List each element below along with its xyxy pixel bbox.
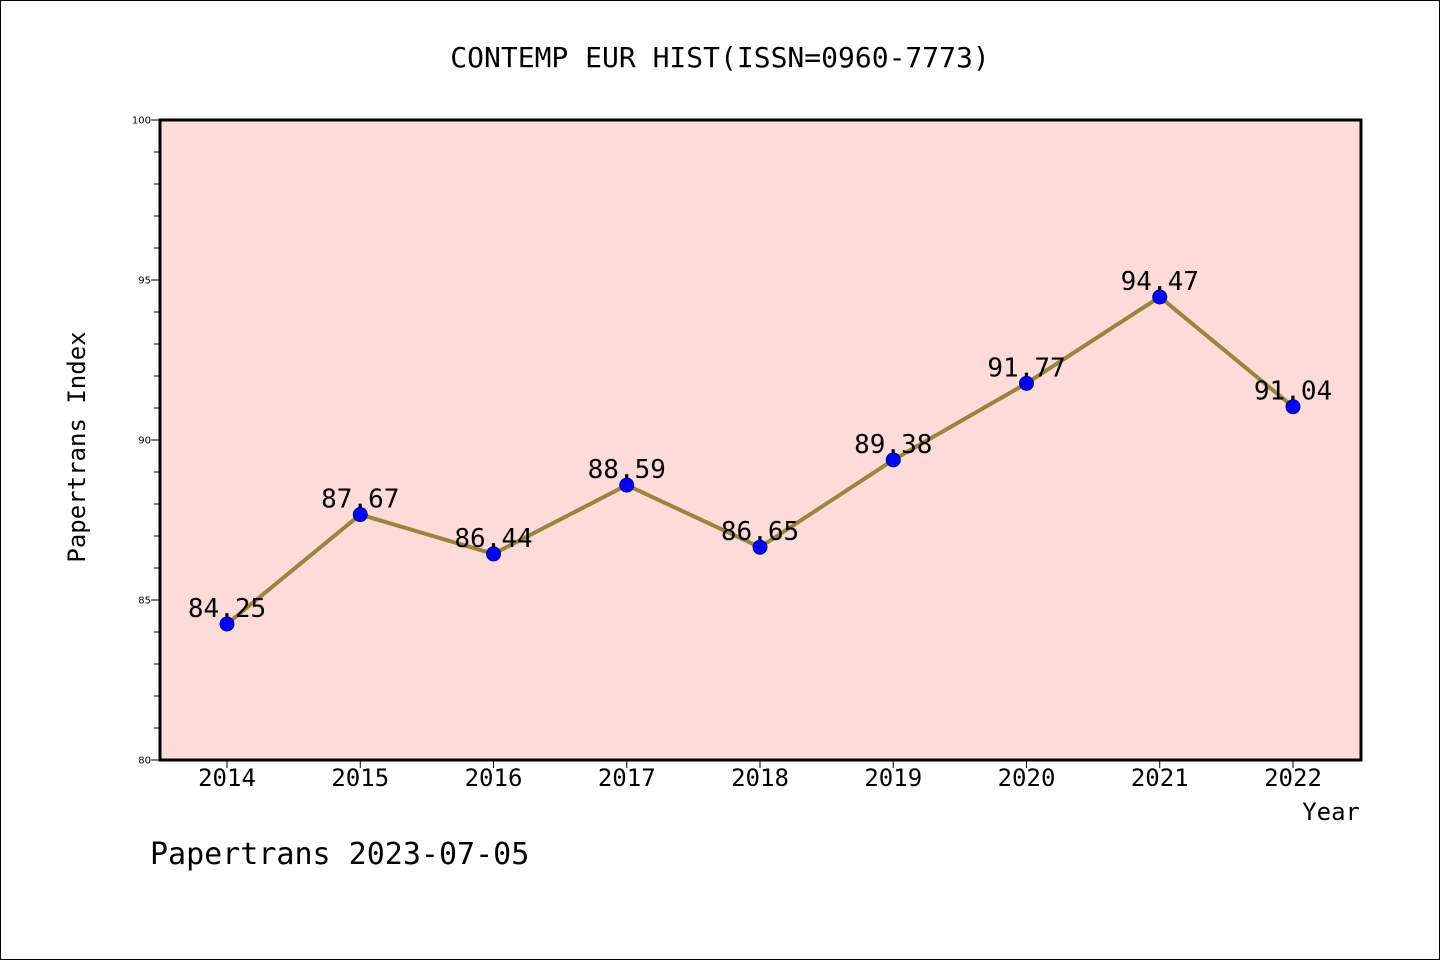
data-label: 94.47 (1121, 267, 1199, 297)
x-axis: 2014 2015 2016 2017 2018 2019 2020 2021 2022 (198, 760, 1322, 792)
x-tick-label: 2015 (331, 764, 389, 792)
data-label: 89.38 (854, 430, 932, 460)
plot-border (158, 118, 1363, 762)
data-label: 87.67 (321, 485, 399, 515)
data-points (219, 289, 1301, 632)
data-label: 86.44 (454, 524, 532, 554)
chart-title: CONTEMP EUR HIST(ISSN=0960-7773) (450, 41, 989, 74)
data-label: 88.59 (588, 455, 666, 485)
data-label: 86.65 (721, 517, 799, 547)
x-tick-label: 2014 (198, 764, 256, 792)
data-label: 91.04 (1254, 377, 1332, 407)
data-labels: 84.25 87.67 86.44 88.59 86.65 89.38 91.77 94.47… (188, 267, 1332, 624)
data-point (1285, 399, 1301, 415)
y-tick-label: 80 (138, 756, 151, 767)
data-point (619, 477, 635, 493)
y-tick-label: 100 (132, 116, 151, 127)
x-tick-label: 2021 (1131, 764, 1189, 792)
y-axis: 80 85 90 95 100 (132, 116, 160, 767)
data-point (752, 539, 768, 555)
x-tick-label: 2018 (731, 764, 789, 792)
y-axis-label: Papertrans Index (63, 331, 91, 562)
data-label: 91.77 (987, 353, 1065, 383)
data-point (486, 546, 501, 562)
x-tick-label: 2022 (1264, 764, 1322, 792)
y-tick-label: 85 (138, 596, 151, 607)
data-point (1152, 289, 1168, 305)
data-label: 84.25 (188, 594, 266, 624)
y-tick-label: 95 (138, 276, 151, 287)
data-point (885, 452, 901, 468)
data-point (1019, 375, 1034, 391)
x-tick-label: 2016 (465, 764, 523, 792)
x-tick-label: 2020 (998, 764, 1056, 792)
data-point (352, 507, 368, 523)
x-tick-label: 2019 (864, 764, 922, 792)
y-tick-label: 90 (138, 436, 151, 447)
data-point (219, 616, 235, 632)
footer-text: Papertrans 2023-07-05 (150, 837, 529, 872)
x-tick-label: 2017 (598, 764, 656, 792)
x-axis-label: Year (1302, 798, 1360, 826)
plot-area (160, 120, 1361, 760)
